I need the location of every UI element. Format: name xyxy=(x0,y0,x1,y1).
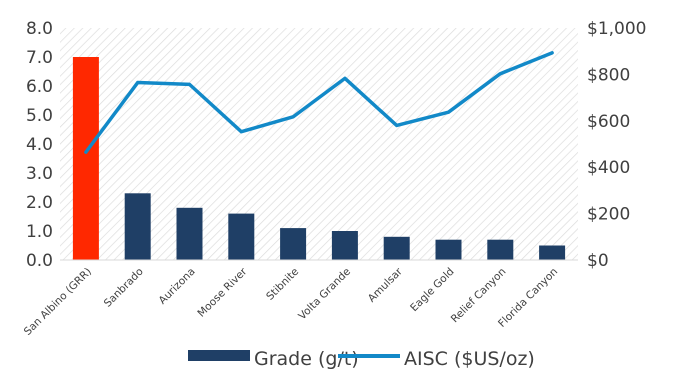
category-label: Stibnite xyxy=(264,266,301,303)
category-label: Moose River xyxy=(195,265,249,319)
left-tick-label: 8.0 xyxy=(26,19,53,39)
left-tick-label: 7.0 xyxy=(26,48,53,68)
bar-san-albino-grr xyxy=(72,57,99,260)
category-label: Relief Canyon xyxy=(449,266,509,326)
bar-sanbrado xyxy=(124,193,151,260)
left-tick-label: 3.0 xyxy=(26,164,53,184)
category-label: Volta Grande xyxy=(296,266,353,323)
legend-label: AISC ($US/oz) xyxy=(404,348,535,370)
left-tick-label: 0.0 xyxy=(26,251,53,271)
category-label: Sanbrado xyxy=(102,266,146,310)
bar-stibnite xyxy=(280,228,307,260)
bar-volta-grande xyxy=(331,231,358,260)
right-tick-label: $400 xyxy=(587,158,630,178)
category-label: Aurizona xyxy=(157,266,198,307)
line-layer xyxy=(84,51,554,154)
right-axis: $0 $200 $400 $600 $800 $1,000 xyxy=(587,19,646,271)
legend-bar-swatch xyxy=(188,350,250,361)
left-tick-label: 4.0 xyxy=(26,135,53,155)
category-label: Eagle Gold xyxy=(408,266,457,315)
right-tick-label: $800 xyxy=(587,65,630,85)
left-tick-label: 2.0 xyxy=(26,193,53,213)
left-axis: 0.0 1.0 2.0 3.0 4.0 5.0 6.0 7.0 8.0 xyxy=(26,19,53,271)
bar-florida-canyon xyxy=(539,245,566,260)
left-tick-label: 5.0 xyxy=(26,106,53,126)
legend-label: Grade (g/t) xyxy=(254,348,359,370)
right-tick-label: $200 xyxy=(587,205,630,225)
bars-layer xyxy=(60,57,578,261)
bar-eagle-gold xyxy=(435,239,462,260)
bar-relief-canyon xyxy=(487,239,514,260)
right-tick-label: $1,000 xyxy=(587,19,646,39)
bar-aurizona xyxy=(176,207,203,260)
category-label: San Albino (GRR) xyxy=(22,266,94,338)
bar-moose-river xyxy=(228,213,255,260)
legend: Grade (g/t) AISC ($US/oz) xyxy=(188,348,535,370)
aisc-line xyxy=(84,51,554,154)
left-tick-label: 1.0 xyxy=(26,222,53,242)
left-tick-label: 6.0 xyxy=(26,77,53,97)
category-label: Amulsar xyxy=(366,265,406,305)
right-tick-label: $600 xyxy=(587,112,630,132)
bar-amulsar xyxy=(383,236,410,260)
right-tick-label: $0 xyxy=(587,251,609,271)
